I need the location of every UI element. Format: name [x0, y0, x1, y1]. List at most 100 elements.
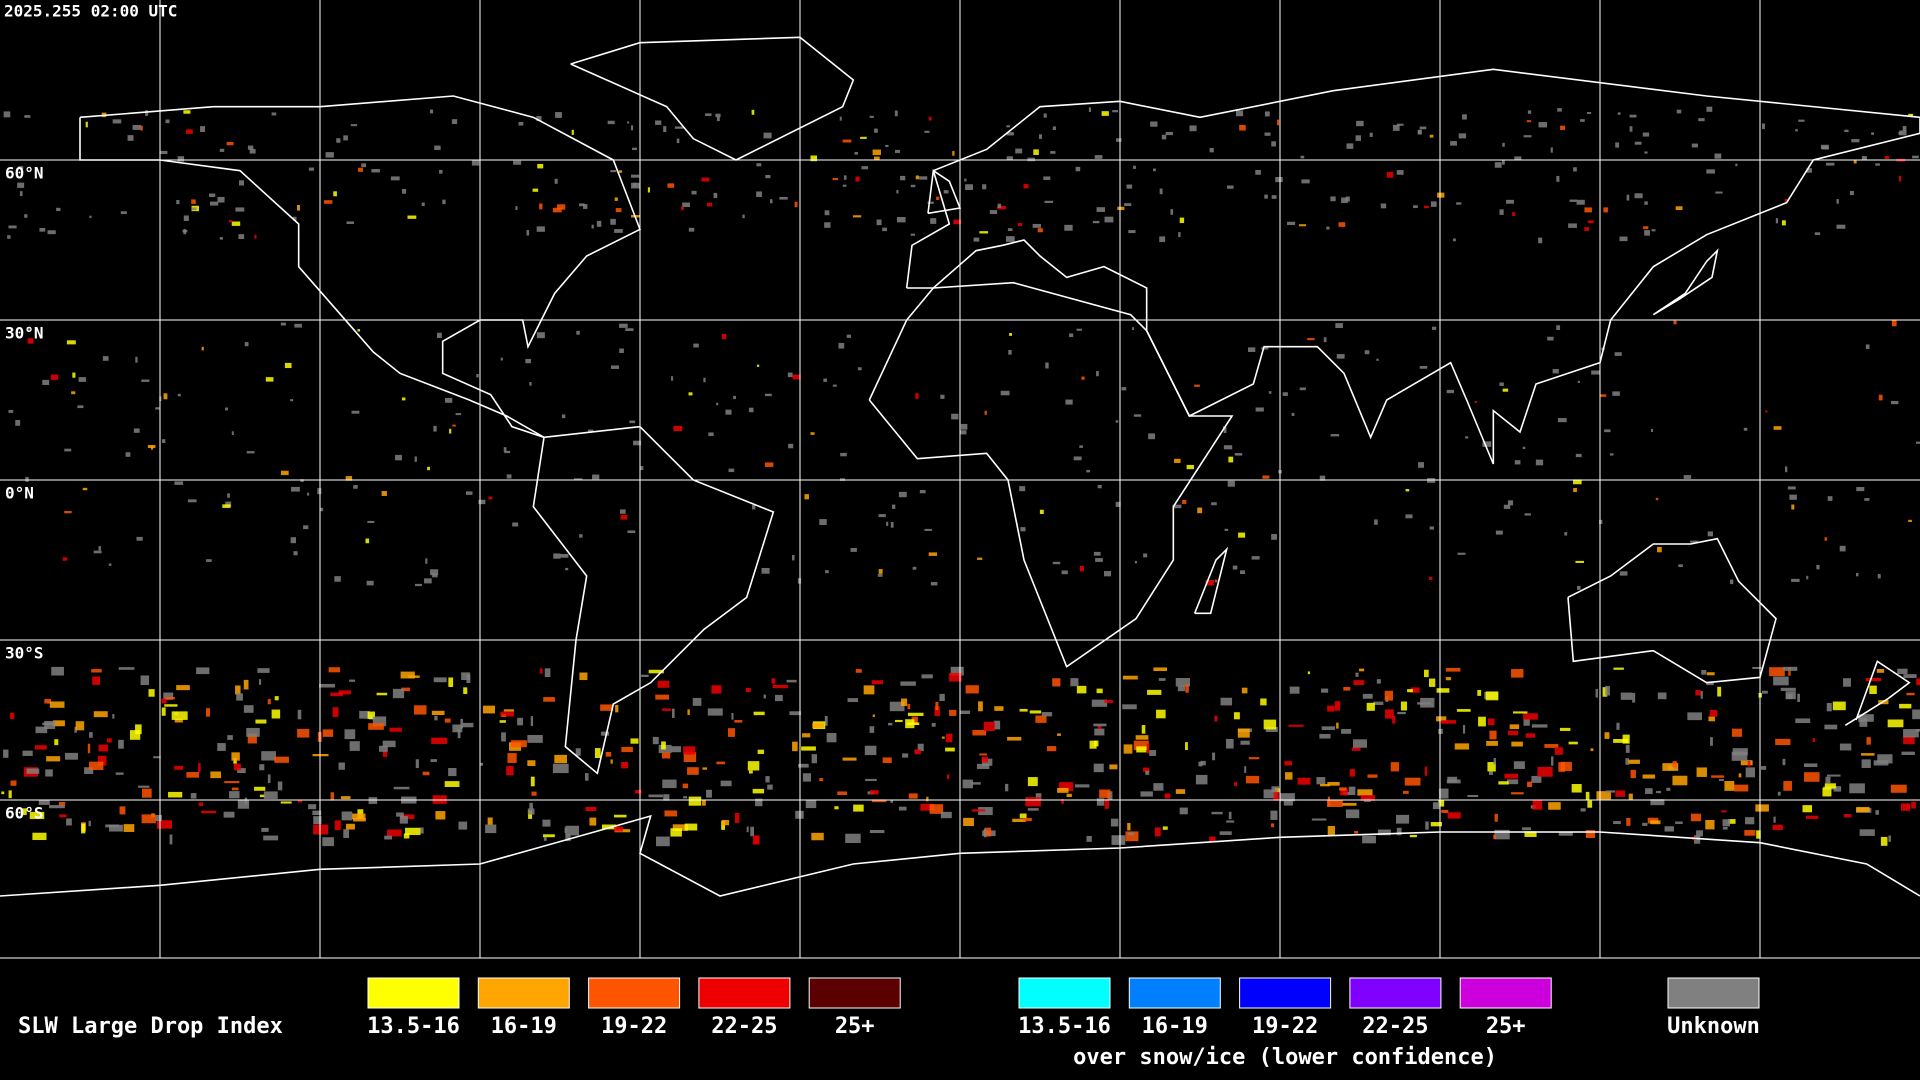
cloud-pixel [236, 693, 243, 701]
cloud-pixel [542, 834, 555, 838]
cloud-pixel [978, 701, 983, 712]
cloud-pixel [49, 701, 65, 708]
cloud-pixel [1558, 832, 1573, 836]
cloud-pixel [721, 819, 730, 826]
cloud-pixel [1899, 703, 1912, 709]
cloud-pixel [1502, 388, 1509, 392]
cloud-pixel [1644, 151, 1648, 154]
cloud-pixel [1316, 777, 1326, 785]
cloud-pixel [1079, 565, 1084, 572]
legend-label: 22-25 [711, 1014, 777, 1039]
cloud-pixel [56, 207, 61, 212]
cloud-pixel [877, 573, 883, 577]
cloud-pixel [1911, 801, 1916, 809]
cloud-pixel [1777, 791, 1781, 796]
cloud-pixel [1174, 458, 1181, 463]
cloud-pixel [662, 779, 677, 789]
cloud-pixel [1487, 718, 1495, 726]
cloud-pixel [106, 738, 112, 743]
cloud-pixel [395, 454, 402, 461]
cloud-pixel [1117, 206, 1125, 210]
cloud-pixel [824, 210, 830, 216]
cloud-pixel [38, 799, 50, 805]
cloud-pixel [928, 116, 932, 121]
cloud-pixel [1587, 220, 1594, 224]
legend-label: 19-22 [1252, 1014, 1318, 1039]
cloud-pixel [1780, 687, 1796, 691]
cloud-pixel [1037, 228, 1043, 233]
cloud-pixel [1826, 703, 1832, 712]
cloud-pixel [1731, 751, 1748, 761]
cloud-pixel [1734, 784, 1749, 792]
cloud-pixel [530, 716, 534, 726]
cloud-pixel [132, 124, 142, 130]
coastline [868, 281, 1234, 668]
cloud-pixel [1154, 827, 1161, 837]
cloud-pixel [1405, 489, 1410, 492]
cloud-pixel [939, 693, 945, 702]
cloud-pixel [1634, 141, 1642, 145]
cloud-pixel [727, 728, 735, 737]
cloud-pixel [247, 733, 257, 744]
cloud-pixel [772, 684, 788, 689]
cloud-pixel [1891, 320, 1897, 327]
cloud-pixel [840, 452, 847, 457]
cloud-pixel [1321, 688, 1329, 693]
cloud-pixel [1462, 725, 1466, 734]
cloud-pixel [610, 170, 617, 173]
cloud-pixel [376, 692, 388, 696]
cloud-pixel [1432, 802, 1440, 810]
cloud-pixel [888, 722, 893, 726]
cloud-pixel [811, 754, 818, 764]
cloud-pixel [292, 216, 297, 221]
cloud-pixel [927, 201, 934, 204]
cloud-pixel [1878, 394, 1883, 401]
cloud-pixel [75, 721, 85, 731]
cloud-pixel [825, 570, 829, 574]
cloud-pixel [853, 804, 864, 812]
cloud-pixel [141, 379, 150, 382]
cloud-pixel [1407, 689, 1413, 693]
cloud-pixel [1833, 786, 1842, 792]
cloud-pixel [22, 750, 33, 756]
cloud-pixel [430, 759, 437, 763]
cloud-pixel [672, 824, 688, 831]
cloud-pixel [1282, 392, 1288, 396]
cloud-pixel [1613, 667, 1624, 670]
cloud-pixel [614, 229, 623, 233]
cloud-pixel [1340, 788, 1348, 796]
cloud-pixel [296, 204, 300, 211]
cloud-pixel [1364, 350, 1370, 355]
cloud-pixel [630, 738, 639, 744]
cloud-pixel [1209, 836, 1216, 843]
cloud-pixel [1320, 783, 1330, 787]
cloud-pixel [1524, 831, 1537, 837]
cloud-pixel [1123, 744, 1133, 754]
cloud-pixel [1404, 777, 1421, 786]
cloud-pixel [1761, 766, 1767, 770]
cloud-pixel [682, 783, 689, 789]
cloud-pixel [1101, 111, 1109, 116]
cloud-pixel [297, 800, 303, 803]
cloud-pixel [752, 504, 756, 510]
cloud-pixel [52, 720, 65, 727]
cloud-pixel [1240, 740, 1250, 745]
cloud-pixel [1630, 769, 1636, 779]
cloud-pixel [789, 711, 802, 716]
cloud-pixel [1504, 773, 1519, 779]
cloud-pixel [1651, 229, 1656, 232]
cloud-pixel [1650, 428, 1653, 432]
cloud-pixel [1345, 809, 1360, 819]
cloud-pixel [1, 791, 5, 795]
cloud-pixel [977, 557, 983, 560]
cloud-pixel [1091, 699, 1108, 707]
cloud-pixel [1584, 227, 1590, 231]
cloud-pixel [943, 190, 949, 194]
cloud-pixel [1861, 759, 1871, 768]
cloud-pixel [860, 136, 867, 139]
cloud-pixel [1691, 143, 1698, 148]
cloud-pixel [1413, 205, 1418, 209]
cloud-pixel [1156, 709, 1166, 719]
coastlines [0, 36, 1920, 897]
